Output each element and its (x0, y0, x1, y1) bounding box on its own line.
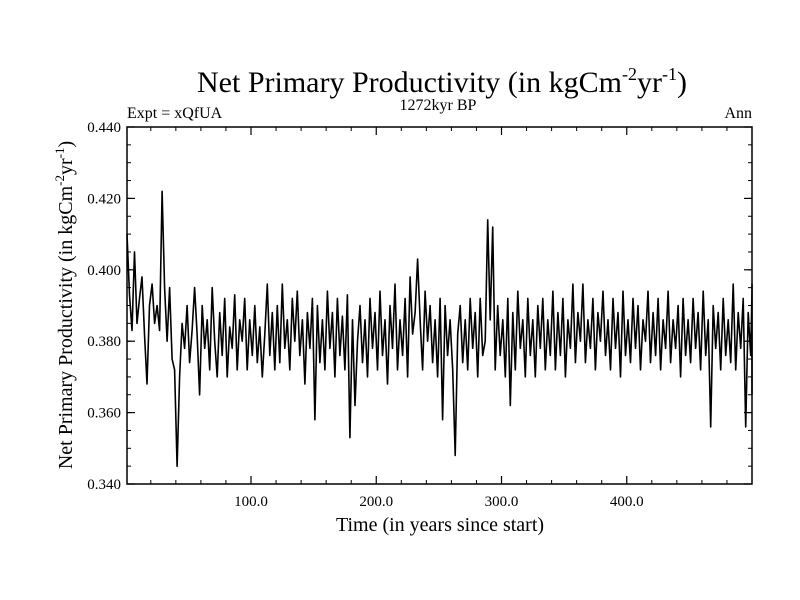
x-tick-label: 200.0 (359, 494, 393, 510)
experiment-label: Expt = xQfUA (127, 105, 223, 122)
x-tick-label: 100.0 (234, 494, 268, 510)
series-line-npp (126, 190, 753, 468)
chart-title: Net Primary Productivity (in kgCm-2yr-1) (197, 64, 687, 99)
period-label: 1272kyr BP (400, 97, 477, 114)
x-tick-label: 400.0 (610, 494, 644, 510)
y-tick-label: 0.380 (87, 334, 121, 350)
x-tick-label: 300.0 (485, 494, 519, 510)
x-axis-ticks: 100.0 200.0 300.0 400.0 (150, 127, 728, 510)
y-tick-label: 0.340 (87, 477, 121, 493)
season-label: Ann (724, 105, 752, 122)
y-tick-label: 0.420 (87, 191, 121, 207)
y-tick-label: 0.440 (87, 120, 121, 136)
y-tick-label: 0.400 (87, 263, 121, 279)
y-tick-label: 0.360 (87, 406, 121, 422)
x-axis-label: Time (in years since start) (336, 514, 544, 536)
y-axis-label: Net Primary Productivity (in kgCm-2yr-1) (52, 141, 77, 469)
